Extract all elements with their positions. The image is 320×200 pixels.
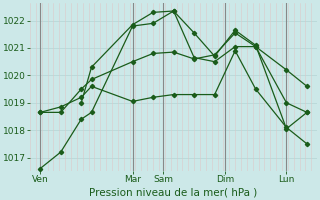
X-axis label: Pression niveau de la mer( hPa ): Pression niveau de la mer( hPa ) <box>90 187 258 197</box>
